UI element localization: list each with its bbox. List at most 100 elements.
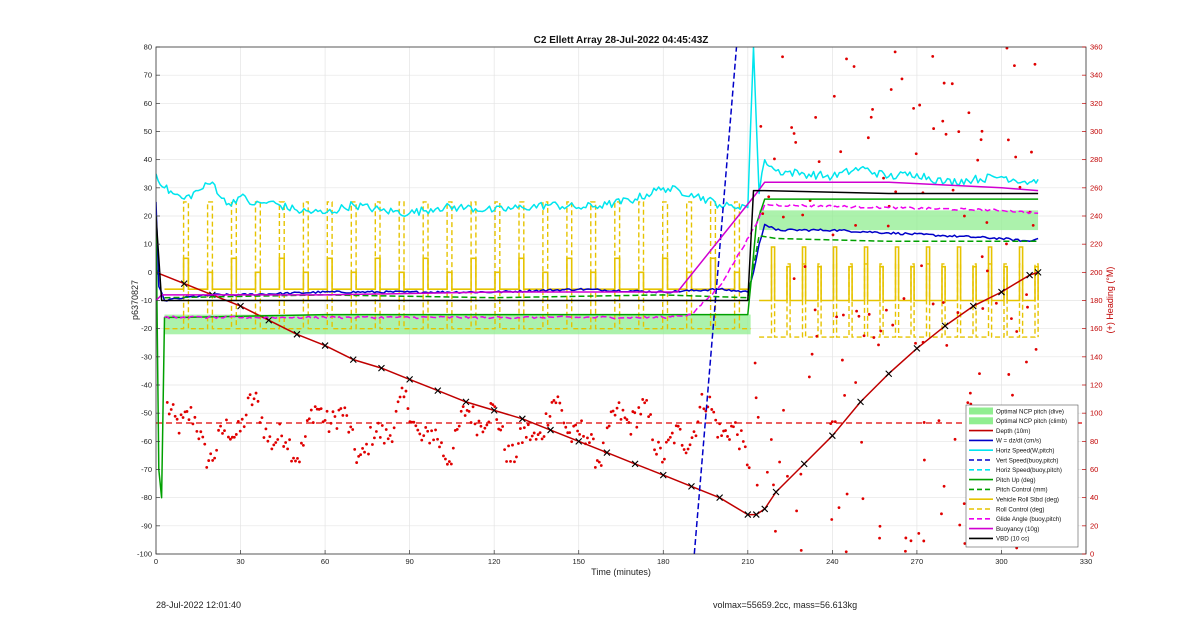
depth-marker (659, 471, 667, 479)
depth-marker (349, 356, 357, 364)
heading-point (337, 408, 341, 412)
heading-point (958, 523, 962, 527)
heading-point (957, 130, 961, 134)
heading-point (625, 418, 629, 421)
heading-point (181, 416, 185, 419)
heading-point (396, 400, 400, 404)
legend: Optimal NCP pitch (dive) Optimal NCP pitc… (965, 404, 1079, 548)
heading-point (985, 269, 989, 273)
heading-point (197, 437, 201, 441)
heading-point (485, 423, 489, 427)
heading-point (941, 301, 945, 304)
heading-point (1018, 185, 1022, 189)
heading-point (830, 518, 834, 521)
heading-point (945, 343, 949, 347)
heading-point (280, 434, 284, 438)
heading-point (814, 116, 818, 119)
heading-point (365, 442, 368, 446)
heading-point (801, 213, 805, 217)
heading-point (173, 414, 177, 418)
heading-point (260, 416, 264, 420)
heading-point (769, 438, 773, 441)
heading-point (207, 459, 211, 462)
heading-point (882, 176, 885, 180)
heading-point (374, 430, 378, 433)
heading-point (335, 427, 339, 430)
heading-point (765, 470, 769, 474)
depth-marker (378, 364, 385, 372)
heading-point (792, 132, 796, 135)
heading-point (444, 457, 447, 461)
heading-point (922, 539, 926, 543)
heading-point (912, 106, 915, 110)
depth-marker (913, 344, 921, 352)
heading-point (659, 446, 662, 450)
heading-point (782, 408, 785, 412)
y-tick-label: 80 (144, 43, 152, 52)
heading-point (361, 447, 364, 450)
heading-point (193, 415, 197, 419)
heading-point (832, 94, 836, 98)
heading-point (191, 422, 195, 426)
heading-point (242, 425, 246, 429)
legend-label: Roll Control (deg) (996, 506, 1045, 513)
heading-point (869, 115, 873, 119)
y-tick-label: 10 (144, 240, 152, 249)
heading-point (282, 445, 286, 448)
y2-tick-label: 40 (1090, 493, 1098, 502)
heading-point (513, 460, 516, 464)
heading-point (1013, 64, 1016, 68)
heading-point (248, 393, 252, 396)
heading-point (353, 447, 357, 451)
depth-marker (752, 511, 760, 518)
depth-marker (761, 505, 769, 513)
heading-point (734, 421, 737, 424)
series-layer (156, 47, 1086, 554)
heading-point (578, 432, 581, 436)
heading-point (276, 438, 280, 441)
heading-point (223, 429, 226, 433)
heading-point (737, 447, 741, 451)
depth-marker (462, 398, 470, 406)
heading-point (165, 401, 169, 404)
heading-point (576, 429, 579, 433)
heading-point (199, 430, 203, 434)
depth-marker (772, 488, 780, 496)
heading-point (623, 416, 627, 420)
heading-point (712, 410, 716, 414)
heading-point (841, 313, 845, 317)
heading-point (981, 307, 985, 310)
heading-point (680, 443, 684, 447)
depth-marker (998, 288, 1005, 296)
heading-point (473, 422, 477, 426)
y2-tick-label: 320 (1090, 99, 1103, 108)
heading-point (866, 136, 870, 140)
heading-point (400, 386, 404, 390)
heading-point (664, 440, 668, 444)
heading-point (639, 412, 643, 416)
x-axis-label: Time (minutes) (591, 567, 651, 577)
heading-point (534, 437, 538, 441)
heading-point (651, 438, 654, 442)
heading-point (781, 55, 784, 59)
heading-point (177, 431, 181, 435)
heading-point (922, 458, 926, 462)
y-tick-label: 30 (144, 183, 152, 192)
heading-point (268, 435, 272, 438)
heading-point (390, 440, 394, 444)
heading-point (272, 443, 276, 447)
heading-point (1031, 224, 1035, 227)
heading-point (714, 418, 718, 422)
heading-point (205, 465, 209, 469)
heading-point (914, 152, 918, 156)
heading-point (345, 414, 349, 417)
heading-point (479, 424, 483, 428)
heading-point (392, 426, 396, 430)
heading-point (720, 434, 724, 437)
heading-point (807, 375, 811, 379)
heading-point (418, 432, 422, 436)
heading-point (743, 445, 747, 449)
depth-marker (603, 449, 611, 456)
heading-point (369, 425, 372, 429)
heading-point (601, 441, 605, 445)
